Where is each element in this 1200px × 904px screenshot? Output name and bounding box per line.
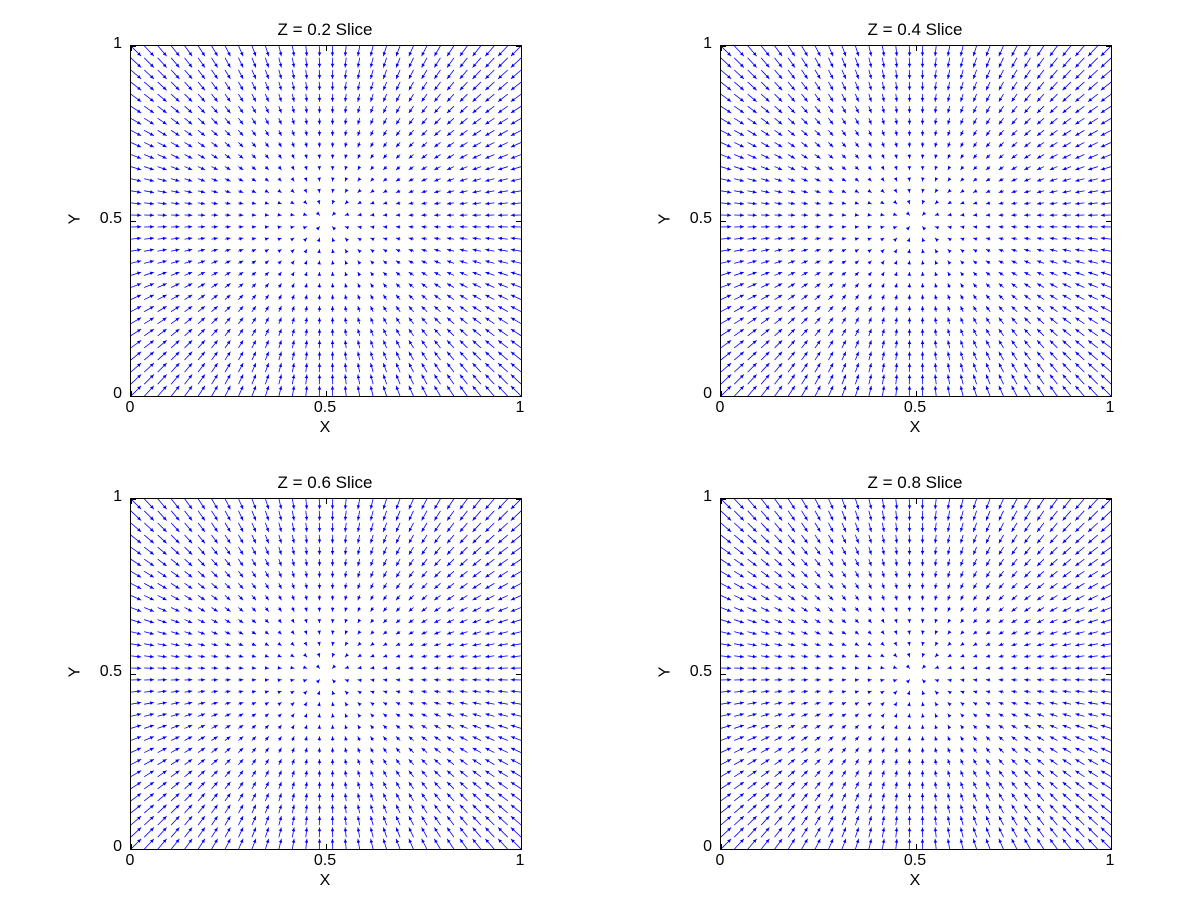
ytick-mark: [131, 46, 136, 47]
xtick-mark: [521, 844, 522, 849]
ytick-label: 1: [82, 488, 122, 506]
ytick-mark: [721, 499, 726, 500]
quiver-field: [131, 46, 521, 396]
ytick-mark: [516, 396, 521, 397]
ytick-mark: [131, 674, 136, 675]
panel-b: Z = 0.4 Slice00.5100.51XY: [720, 45, 1110, 395]
xtick-mark: [521, 391, 522, 396]
panel-title: Z = 0.4 Slice: [720, 20, 1110, 40]
xtick-mark: [521, 499, 522, 504]
xtick-label: 0.5: [895, 399, 935, 417]
ytick-mark: [721, 46, 726, 47]
xtick-mark: [916, 391, 917, 396]
ytick-mark: [1106, 499, 1111, 500]
y-axis-label: Y: [656, 214, 674, 225]
quiver-field: [131, 499, 521, 849]
panel-title: Z = 0.8 Slice: [720, 473, 1110, 493]
panel-c: Z = 0.6 Slice00.5100.51XY: [130, 498, 520, 848]
ytick-label: 0: [82, 385, 122, 403]
panel-title: Z = 0.2 Slice: [130, 20, 520, 40]
y-axis-label: Y: [656, 667, 674, 678]
plot-area: [130, 498, 522, 850]
quiver-field: [721, 499, 1111, 849]
panel-a: Z = 0.2 Slice00.5100.51XY: [130, 45, 520, 395]
ytick-label: 1: [672, 488, 712, 506]
plot-area: [130, 45, 522, 397]
plot-area: [720, 45, 1112, 397]
xtick-label: 1: [1090, 852, 1130, 870]
xtick-mark: [1111, 46, 1112, 51]
plot-area: [720, 498, 1112, 850]
xtick-label: 0.5: [305, 399, 345, 417]
figure-root: Z = 0.2 Slice00.5100.51XYZ = 0.4 Slice00…: [0, 0, 1200, 904]
xtick-mark: [326, 844, 327, 849]
xtick-label: 1: [500, 852, 540, 870]
xtick-mark: [326, 46, 327, 51]
ytick-mark: [516, 499, 521, 500]
ytick-mark: [516, 674, 521, 675]
xtick-mark: [916, 46, 917, 51]
ytick-mark: [516, 46, 521, 47]
panel-title: Z = 0.6 Slice: [130, 473, 520, 493]
ytick-mark: [1106, 46, 1111, 47]
ytick-mark: [131, 396, 136, 397]
ytick-label: 1: [672, 35, 712, 53]
ytick-mark: [721, 396, 726, 397]
ytick-mark: [1106, 221, 1111, 222]
xtick-label: 1: [1090, 399, 1130, 417]
panel-d: Z = 0.8 Slice00.5100.51XY: [720, 498, 1110, 848]
ytick-label: 0: [672, 385, 712, 403]
ytick-label: 0: [82, 838, 122, 856]
ytick-mark: [721, 221, 726, 222]
x-axis-label: X: [130, 872, 520, 890]
x-axis-label: X: [720, 872, 1110, 890]
xtick-mark: [1111, 391, 1112, 396]
quiver-field: [721, 46, 1111, 396]
ytick-mark: [1106, 396, 1111, 397]
xtick-label: 1: [500, 399, 540, 417]
ytick-mark: [516, 849, 521, 850]
ytick-mark: [721, 674, 726, 675]
ytick-mark: [131, 221, 136, 222]
xtick-label: 0.5: [305, 852, 345, 870]
ytick-label: 0.5: [672, 663, 712, 681]
y-axis-label: Y: [66, 667, 84, 678]
ytick-mark: [516, 221, 521, 222]
ytick-mark: [131, 499, 136, 500]
ytick-mark: [1106, 849, 1111, 850]
ytick-mark: [131, 849, 136, 850]
y-axis-label: Y: [66, 214, 84, 225]
xtick-mark: [326, 391, 327, 396]
xtick-mark: [916, 499, 917, 504]
ytick-label: 0.5: [82, 663, 122, 681]
xtick-mark: [1111, 844, 1112, 849]
x-axis-label: X: [720, 419, 1110, 437]
ytick-mark: [721, 849, 726, 850]
xtick-label: 0.5: [895, 852, 935, 870]
ytick-label: 0.5: [82, 210, 122, 228]
ytick-label: 0.5: [672, 210, 712, 228]
ytick-label: 1: [82, 35, 122, 53]
x-axis-label: X: [130, 419, 520, 437]
xtick-mark: [521, 46, 522, 51]
xtick-mark: [326, 499, 327, 504]
xtick-mark: [1111, 499, 1112, 504]
ytick-label: 0: [672, 838, 712, 856]
ytick-mark: [1106, 674, 1111, 675]
xtick-mark: [916, 844, 917, 849]
